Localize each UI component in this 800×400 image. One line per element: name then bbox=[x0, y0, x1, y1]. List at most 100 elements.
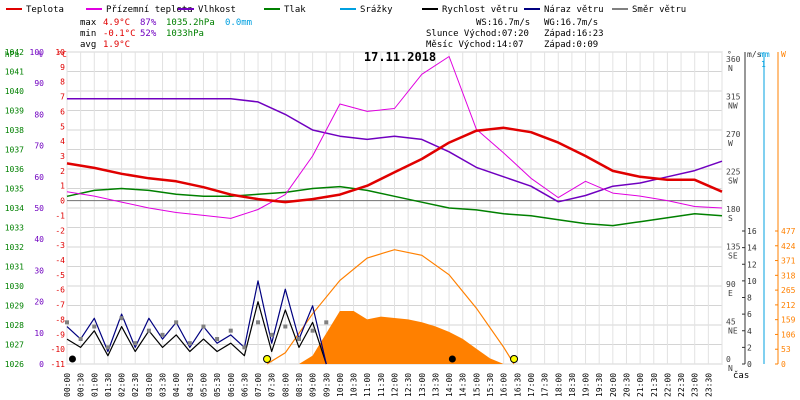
temperature-tick: -7 bbox=[55, 301, 65, 310]
x-tick-label: 07:00 bbox=[254, 373, 263, 397]
direction-label: S bbox=[728, 214, 733, 223]
direction-label: N bbox=[728, 64, 733, 73]
solar-tick: 106 bbox=[781, 330, 796, 339]
x-tick-label: 06:30 bbox=[240, 373, 249, 397]
axes: hPa1042104110401039103810371036103510341… bbox=[5, 48, 796, 397]
rain-axis-unit: mm bbox=[760, 50, 770, 59]
temperature-tick: -6 bbox=[55, 286, 65, 295]
direction-label: NE bbox=[728, 327, 738, 336]
direction-tick: 360 bbox=[726, 55, 741, 64]
humidity-tick: 100 bbox=[30, 48, 45, 57]
humidity-tick: 20 bbox=[34, 298, 44, 307]
x-tick-label: 08:30 bbox=[295, 373, 304, 397]
stats-min-press: 1033hPa bbox=[166, 29, 204, 39]
temperature-tick: 2 bbox=[60, 167, 65, 176]
temperature-tick: 0 bbox=[60, 197, 65, 206]
pressure-tick: 1041 bbox=[5, 68, 24, 77]
x-tick-label: 01:30 bbox=[104, 373, 113, 397]
wind-axis-unit: m/s bbox=[747, 50, 762, 59]
humidity-tick: 50 bbox=[34, 204, 44, 213]
grid bbox=[66, 51, 723, 365]
wind-direction-point bbox=[146, 328, 151, 333]
stats-panel: max 4.9°C 87% 1035.2hPa 0.0mm min -0.1°C… bbox=[80, 18, 252, 50]
moon-rise-marker bbox=[448, 355, 456, 363]
temperature-tick: -1 bbox=[55, 211, 65, 220]
wind-direction-point bbox=[105, 345, 110, 350]
wind-direction-point bbox=[201, 324, 206, 329]
pressure-tick: 1042 bbox=[5, 48, 24, 57]
x-tick-label: 18:30 bbox=[568, 373, 577, 397]
moon-set-marker bbox=[68, 355, 76, 363]
sun-moon-markers bbox=[68, 355, 519, 363]
solar-tick: 371 bbox=[781, 257, 796, 266]
x-tick-label: 00:30 bbox=[77, 373, 86, 397]
wind-tick: 14 bbox=[747, 244, 757, 253]
wind-direction-point bbox=[256, 320, 261, 325]
temperature-tick: 3 bbox=[60, 152, 65, 161]
wind-direction-point bbox=[160, 332, 165, 337]
temperature-tick: -5 bbox=[55, 271, 65, 280]
stats-min-label: min bbox=[80, 29, 96, 39]
x-tick-label: 02:30 bbox=[131, 373, 140, 397]
legend-label: Teplota bbox=[26, 5, 64, 15]
temperature-tick: 6 bbox=[60, 107, 65, 116]
temperature-tick: -9 bbox=[55, 330, 65, 339]
solar-tick: 159 bbox=[781, 316, 796, 325]
humidity-tick: 30 bbox=[34, 266, 44, 275]
solar-tick: 212 bbox=[781, 301, 796, 310]
pressure-tick: 1031 bbox=[5, 263, 24, 272]
wind-direction-point bbox=[269, 332, 274, 337]
x-tick-label: 10:00 bbox=[336, 373, 345, 397]
solar-tick: 0 bbox=[781, 360, 786, 369]
wind-direction-point bbox=[310, 328, 315, 333]
x-tick-label: 15:30 bbox=[486, 373, 495, 397]
pressure-tick: 1029 bbox=[5, 302, 24, 311]
pressure-tick: 1027 bbox=[5, 341, 24, 350]
solar-tick: 53 bbox=[781, 345, 791, 354]
pressure-tick: 1028 bbox=[5, 321, 24, 330]
legend-label: Přízemní teplota bbox=[106, 5, 193, 15]
wind-direction-point bbox=[187, 341, 192, 346]
pressure-tick: 1040 bbox=[5, 87, 24, 96]
legend-label: Tlak bbox=[284, 5, 306, 15]
x-tick-label: 19:30 bbox=[595, 373, 604, 397]
x-tick-label: 05:00 bbox=[199, 373, 208, 397]
rain-tick: 1 bbox=[761, 60, 766, 69]
stats-max-label: max bbox=[80, 18, 97, 28]
direction-label: NW bbox=[728, 102, 738, 111]
pressure-tick: 1035 bbox=[5, 185, 24, 194]
solar-tick: 265 bbox=[781, 286, 796, 295]
series-wind-gust bbox=[66, 280, 327, 365]
x-tick-label: 11:00 bbox=[363, 373, 372, 397]
temperature-tick: 5 bbox=[60, 122, 65, 131]
x-tick-label: 23:30 bbox=[704, 373, 713, 397]
solar-tick: 318 bbox=[781, 271, 796, 280]
humidity-tick: 80 bbox=[34, 110, 44, 119]
sun-rise-marker bbox=[263, 355, 272, 363]
direction-tick: 270 bbox=[726, 130, 741, 139]
temperature-tick: 1 bbox=[60, 182, 65, 191]
direction-label: SE bbox=[728, 252, 738, 261]
info-moon-set: Západ:0:09 bbox=[544, 40, 598, 50]
x-tick-label: 06:00 bbox=[227, 373, 236, 397]
wind-tick: 4 bbox=[747, 327, 752, 336]
x-axis-label: čas bbox=[733, 370, 749, 381]
wind-direction-point bbox=[78, 337, 83, 341]
pressure-tick: 1038 bbox=[5, 126, 24, 135]
temperature-tick: -3 bbox=[55, 241, 65, 250]
x-tick-label: 09:00 bbox=[309, 373, 318, 397]
wind-direction-point bbox=[215, 337, 220, 341]
x-tick-label: 16:30 bbox=[513, 373, 522, 397]
x-tick-label: 22:00 bbox=[663, 373, 672, 397]
wind-direction-point bbox=[242, 345, 247, 350]
chart-title: 17.11.2018 bbox=[364, 50, 436, 64]
legend-label: Rychlost větru bbox=[442, 5, 518, 15]
wind-tick: 8 bbox=[747, 294, 752, 303]
direction-label: E bbox=[728, 289, 733, 298]
pressure-tick: 1036 bbox=[5, 165, 24, 174]
x-tick-label: 05:30 bbox=[213, 373, 222, 397]
wind-tick: 10 bbox=[747, 277, 757, 286]
x-tick-label: 03:00 bbox=[145, 373, 154, 397]
temperature-tick: -10 bbox=[51, 345, 66, 354]
